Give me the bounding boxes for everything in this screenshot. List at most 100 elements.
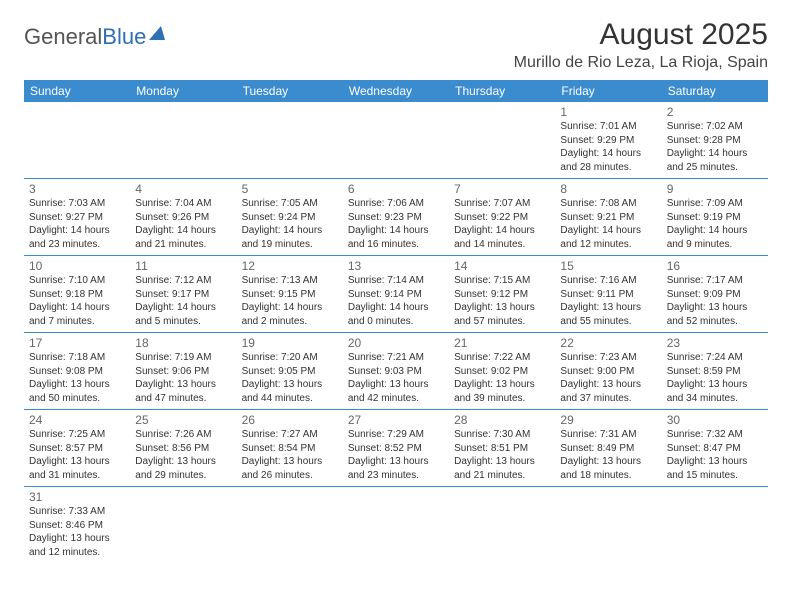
day-number: 29 [560,413,656,427]
calendar-cell-empty [662,487,768,564]
day-info: Sunrise: 7:23 AMSunset: 9:00 PMDaylight:… [560,351,656,405]
brand-part2: Blue [102,24,146,50]
day-number: 6 [348,182,444,196]
calendar-cell: 10Sunrise: 7:10 AMSunset: 9:18 PMDayligh… [24,256,130,333]
day-info: Sunrise: 7:12 AMSunset: 9:17 PMDaylight:… [135,274,231,328]
calendar-cell-empty [343,487,449,564]
calendar-cell: 24Sunrise: 7:25 AMSunset: 8:57 PMDayligh… [24,410,130,487]
calendar-table: Sunday Monday Tuesday Wednesday Thursday… [24,80,768,563]
day-number: 2 [667,105,763,119]
calendar-row: 1Sunrise: 7:01 AMSunset: 9:29 PMDaylight… [24,102,768,179]
weekday-header: Sunday [24,80,130,102]
day-number: 15 [560,259,656,273]
day-info: Sunrise: 7:30 AMSunset: 8:51 PMDaylight:… [454,428,550,482]
weekday-header: Friday [555,80,661,102]
calendar-cell-empty [449,102,555,179]
day-info: Sunrise: 7:27 AMSunset: 8:54 PMDaylight:… [242,428,338,482]
day-info: Sunrise: 7:09 AMSunset: 9:19 PMDaylight:… [667,197,763,251]
calendar-cell-empty [130,102,236,179]
calendar-cell-empty [555,487,661,564]
calendar-cell-empty [130,487,236,564]
calendar-cell: 4Sunrise: 7:04 AMSunset: 9:26 PMDaylight… [130,179,236,256]
day-info: Sunrise: 7:22 AMSunset: 9:02 PMDaylight:… [454,351,550,405]
day-number: 3 [29,182,125,196]
calendar-cell: 11Sunrise: 7:12 AMSunset: 9:17 PMDayligh… [130,256,236,333]
calendar-row: 17Sunrise: 7:18 AMSunset: 9:08 PMDayligh… [24,333,768,410]
day-number: 20 [348,336,444,350]
day-number: 22 [560,336,656,350]
calendar-cell: 3Sunrise: 7:03 AMSunset: 9:27 PMDaylight… [24,179,130,256]
calendar-cell: 26Sunrise: 7:27 AMSunset: 8:54 PMDayligh… [237,410,343,487]
weekday-header: Saturday [662,80,768,102]
calendar-cell: 15Sunrise: 7:16 AMSunset: 9:11 PMDayligh… [555,256,661,333]
calendar-cell-empty [343,102,449,179]
calendar-cell-empty [24,102,130,179]
day-info: Sunrise: 7:01 AMSunset: 9:29 PMDaylight:… [560,120,656,174]
calendar-cell-empty [237,487,343,564]
weekday-header-row: Sunday Monday Tuesday Wednesday Thursday… [24,80,768,102]
weekday-header: Tuesday [237,80,343,102]
day-info: Sunrise: 7:32 AMSunset: 8:47 PMDaylight:… [667,428,763,482]
calendar-cell: 9Sunrise: 7:09 AMSunset: 9:19 PMDaylight… [662,179,768,256]
day-number: 23 [667,336,763,350]
day-info: Sunrise: 7:25 AMSunset: 8:57 PMDaylight:… [29,428,125,482]
day-info: Sunrise: 7:16 AMSunset: 9:11 PMDaylight:… [560,274,656,328]
day-info: Sunrise: 7:03 AMSunset: 9:27 PMDaylight:… [29,197,125,251]
calendar-cell: 5Sunrise: 7:05 AMSunset: 9:24 PMDaylight… [237,179,343,256]
calendar-cell: 17Sunrise: 7:18 AMSunset: 9:08 PMDayligh… [24,333,130,410]
title-block: August 2025 Murillo de Rio Leza, La Rioj… [514,18,768,72]
month-title: August 2025 [514,18,768,52]
calendar-cell: 1Sunrise: 7:01 AMSunset: 9:29 PMDaylight… [555,102,661,179]
calendar-cell: 2Sunrise: 7:02 AMSunset: 9:28 PMDaylight… [662,102,768,179]
day-info: Sunrise: 7:05 AMSunset: 9:24 PMDaylight:… [242,197,338,251]
day-info: Sunrise: 7:04 AMSunset: 9:26 PMDaylight:… [135,197,231,251]
calendar-cell: 18Sunrise: 7:19 AMSunset: 9:06 PMDayligh… [130,333,236,410]
calendar-cell: 14Sunrise: 7:15 AMSunset: 9:12 PMDayligh… [449,256,555,333]
calendar-cell: 30Sunrise: 7:32 AMSunset: 8:47 PMDayligh… [662,410,768,487]
weekday-header: Thursday [449,80,555,102]
calendar-cell: 6Sunrise: 7:06 AMSunset: 9:23 PMDaylight… [343,179,449,256]
day-info: Sunrise: 7:17 AMSunset: 9:09 PMDaylight:… [667,274,763,328]
day-info: Sunrise: 7:26 AMSunset: 8:56 PMDaylight:… [135,428,231,482]
day-info: Sunrise: 7:18 AMSunset: 9:08 PMDaylight:… [29,351,125,405]
day-number: 11 [135,259,231,273]
weekday-header: Monday [130,80,236,102]
calendar-cell: 19Sunrise: 7:20 AMSunset: 9:05 PMDayligh… [237,333,343,410]
calendar-cell: 16Sunrise: 7:17 AMSunset: 9:09 PMDayligh… [662,256,768,333]
day-info: Sunrise: 7:24 AMSunset: 8:59 PMDaylight:… [667,351,763,405]
brand-sail-icon [149,26,167,40]
day-number: 16 [667,259,763,273]
calendar-cell: 27Sunrise: 7:29 AMSunset: 8:52 PMDayligh… [343,410,449,487]
day-number: 1 [560,105,656,119]
calendar-cell: 13Sunrise: 7:14 AMSunset: 9:14 PMDayligh… [343,256,449,333]
calendar-cell: 12Sunrise: 7:13 AMSunset: 9:15 PMDayligh… [237,256,343,333]
calendar-cell: 8Sunrise: 7:08 AMSunset: 9:21 PMDaylight… [555,179,661,256]
calendar-cell: 7Sunrise: 7:07 AMSunset: 9:22 PMDaylight… [449,179,555,256]
calendar-cell: 22Sunrise: 7:23 AMSunset: 9:00 PMDayligh… [555,333,661,410]
day-number: 14 [454,259,550,273]
day-number: 28 [454,413,550,427]
day-number: 24 [29,413,125,427]
day-info: Sunrise: 7:29 AMSunset: 8:52 PMDaylight:… [348,428,444,482]
location: Murillo de Rio Leza, La Rioja, Spain [514,54,768,72]
day-info: Sunrise: 7:19 AMSunset: 9:06 PMDaylight:… [135,351,231,405]
day-number: 12 [242,259,338,273]
calendar-cell-empty [449,487,555,564]
day-number: 9 [667,182,763,196]
calendar-row: 3Sunrise: 7:03 AMSunset: 9:27 PMDaylight… [24,179,768,256]
day-number: 19 [242,336,338,350]
calendar-row: 24Sunrise: 7:25 AMSunset: 8:57 PMDayligh… [24,410,768,487]
day-number: 4 [135,182,231,196]
day-number: 25 [135,413,231,427]
calendar-cell: 31Sunrise: 7:33 AMSunset: 8:46 PMDayligh… [24,487,130,564]
day-number: 13 [348,259,444,273]
day-number: 7 [454,182,550,196]
calendar-cell: 25Sunrise: 7:26 AMSunset: 8:56 PMDayligh… [130,410,236,487]
day-info: Sunrise: 7:07 AMSunset: 9:22 PMDaylight:… [454,197,550,251]
weekday-header: Wednesday [343,80,449,102]
day-info: Sunrise: 7:20 AMSunset: 9:05 PMDaylight:… [242,351,338,405]
day-number: 5 [242,182,338,196]
day-info: Sunrise: 7:08 AMSunset: 9:21 PMDaylight:… [560,197,656,251]
day-info: Sunrise: 7:02 AMSunset: 9:28 PMDaylight:… [667,120,763,174]
day-info: Sunrise: 7:21 AMSunset: 9:03 PMDaylight:… [348,351,444,405]
